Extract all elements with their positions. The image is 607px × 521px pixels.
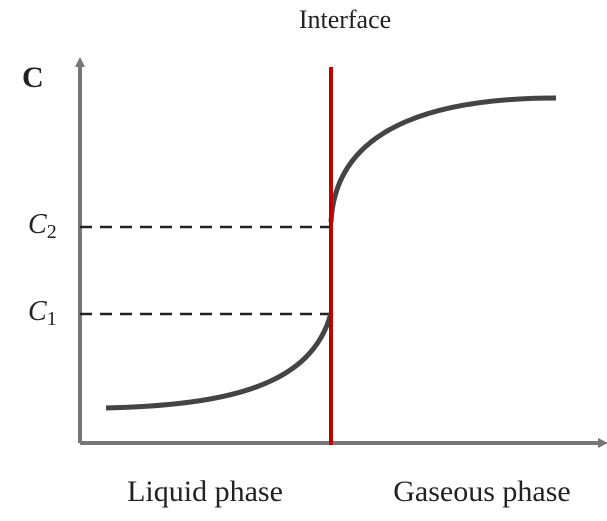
interface-label: Interface	[299, 5, 391, 34]
gas-curve	[328, 95, 557, 223]
c1-label: C1	[28, 296, 57, 329]
y-axis-label: C	[22, 61, 44, 94]
liquid-curve	[105, 312, 334, 411]
c2-label: C2	[28, 209, 57, 242]
liquid-label: Liquid phase	[127, 475, 283, 508]
gas-label: Gaseous phase	[393, 475, 570, 508]
